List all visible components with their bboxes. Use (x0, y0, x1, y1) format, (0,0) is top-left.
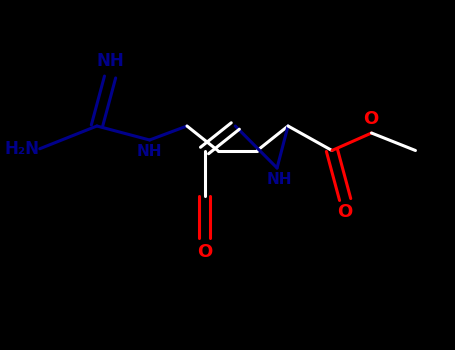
Text: H₂N: H₂N (5, 140, 40, 158)
Text: NH: NH (137, 144, 162, 159)
Text: O: O (363, 110, 378, 128)
Text: O: O (197, 243, 212, 261)
Text: NH: NH (267, 172, 292, 187)
Text: O: O (338, 203, 353, 221)
Text: NH: NH (96, 52, 124, 70)
